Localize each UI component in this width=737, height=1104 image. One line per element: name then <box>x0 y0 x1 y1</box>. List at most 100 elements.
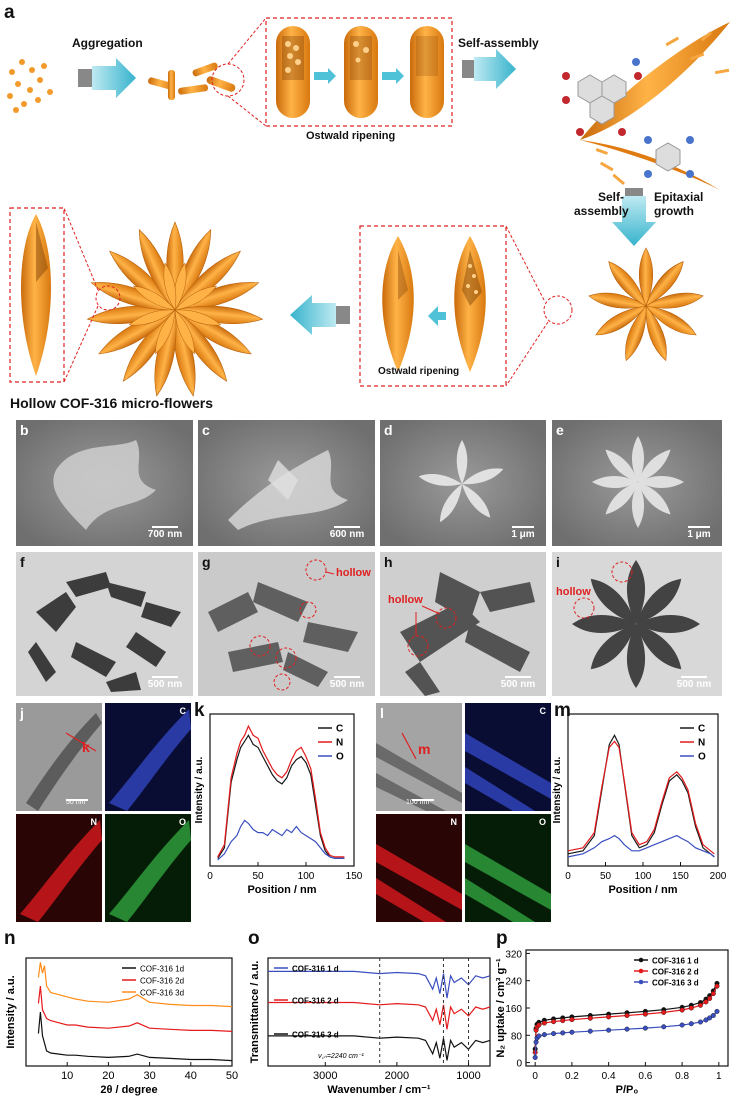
eds-label-N: N <box>90 817 98 827</box>
panel-label-l: l <box>380 705 384 721</box>
ostwald-ripening-label-2: Ostwald ripening <box>378 366 460 377</box>
line-scan-marker-m: m <box>418 741 431 757</box>
arrow-right-icon <box>462 49 516 89</box>
tetrafluoroterephthalonitrile-molecule <box>644 136 694 178</box>
ostwald-box <box>265 17 453 127</box>
capsule-sequence <box>276 26 444 118</box>
hollow-label-h: hollow <box>388 594 423 606</box>
data-point <box>536 1033 542 1039</box>
arrow-down-icon <box>612 188 656 246</box>
scale-bar-c: 600 nm <box>325 526 369 540</box>
legend-label: COF-316 2d <box>140 977 184 986</box>
legend-label: COF-316 3 d <box>292 1031 339 1040</box>
data-point <box>606 1014 612 1020</box>
scale-bar-h: 500 nm <box>496 676 540 690</box>
data-point <box>533 1039 539 1045</box>
line-scan-chart-k: 0 50 100 150 Position / nm Intensity / a.u. CN… <box>194 713 363 896</box>
leaf-with-linkers <box>562 22 730 190</box>
series-line-C <box>217 734 345 859</box>
data-point <box>560 1030 566 1036</box>
x-tick-label: 10 <box>61 1070 73 1082</box>
data-point <box>714 1008 720 1014</box>
panel-label-p: p <box>496 928 508 949</box>
data-point <box>541 1032 547 1038</box>
data-point <box>606 1027 612 1033</box>
data-point <box>587 1015 593 1021</box>
x-tick-label: 3000 <box>313 1070 337 1082</box>
panel-label-a: a <box>4 2 15 23</box>
panel-label-e: e <box>556 422 564 438</box>
legend-label: COF-316 1d <box>140 965 184 974</box>
legend-label: COF-316 2 d <box>292 997 339 1006</box>
arrow-right-icon <box>78 58 136 98</box>
panel-label-i: i <box>556 554 560 570</box>
data-point <box>697 1002 703 1008</box>
hollow-label-i: hollow <box>556 586 591 598</box>
y-axis-label: N₂ uptake / cm³ g⁻¹ <box>495 958 507 1058</box>
eds-label-C-l: C <box>539 706 547 716</box>
data-point <box>536 1022 542 1028</box>
x-tick-label: 30 <box>143 1070 155 1082</box>
data-point <box>707 1015 713 1021</box>
data-point <box>703 999 709 1005</box>
series-line-COF-316-3-d <box>268 1035 491 1061</box>
scale-label-j: 50 nm <box>66 799 86 806</box>
y-axis-label: Intensity / a.u. <box>552 756 563 823</box>
panel-label-b: b <box>20 422 29 438</box>
star-flower <box>588 247 704 362</box>
legend-label: COF-316 3d <box>140 989 184 998</box>
aggregation-label: Aggregation <box>72 36 143 50</box>
x-tick-label: 0.4 <box>602 1071 616 1082</box>
flower-caption: Hollow COF-316 micro-flowers <box>10 395 214 411</box>
tem-image-l: l m 100 nm <box>376 703 462 811</box>
plot-frame <box>209 713 355 867</box>
series-line-COF-316-1-d <box>268 970 491 999</box>
hollow-micro-flower <box>86 221 264 397</box>
legend-marker <box>638 968 644 974</box>
x-axis-label: Position / nm <box>608 884 677 896</box>
ftir-chart: 3000 2000 1000 Wavenumber / cm⁻¹ Transmittan… <box>249 957 491 1096</box>
scale-bar-f: 500 nm <box>143 676 187 690</box>
sem-image-d: d 1 μm <box>380 420 546 546</box>
series-line-COF-316-1d <box>37 1011 233 1062</box>
series-line-COF-316-3d <box>37 962 233 1008</box>
x-tick-label: 0.6 <box>638 1071 652 1082</box>
x-tick-label: 40 <box>185 1070 197 1082</box>
data-point <box>697 1019 703 1025</box>
hollow-leaf <box>21 214 51 376</box>
series-line-N <box>217 724 345 858</box>
scale-bar-b: 700 nm <box>143 526 187 540</box>
sem-image-b: b 700 nm <box>16 420 193 546</box>
data-point <box>661 1009 667 1015</box>
scale-bar-i: 500 nm <box>672 676 716 690</box>
x-axis-label: 2θ / degree <box>100 1084 157 1096</box>
scale-bar-d: 1 μm <box>506 526 540 540</box>
x-tick-label: 0 <box>565 871 571 882</box>
eds-label-C: C <box>179 706 187 716</box>
legend-label: N <box>698 738 705 749</box>
data-point <box>710 991 716 997</box>
y-axis-label: Intensity / a.u. <box>5 975 17 1048</box>
y-tick-label: 80 <box>511 1031 523 1042</box>
panel-label-h: h <box>384 554 393 570</box>
panel-label-k: k <box>194 700 205 721</box>
leaf-cross-sections <box>382 236 486 372</box>
data-point <box>661 1024 667 1030</box>
eds-map-N-j: N <box>16 814 102 922</box>
pxrd-chart: 10 20 30 40 50 2θ / degree Intensity / a.u. COF… <box>5 957 238 1096</box>
panel-label-m: m <box>554 700 571 721</box>
tem-image-i: i hollow 500 nm <box>552 552 722 696</box>
panel-label-n: n <box>4 928 16 949</box>
scale-bar-g: 500 nm <box>325 676 369 690</box>
hollow-label-g: hollow <box>336 567 371 579</box>
ostwald-box-bottom <box>359 225 507 387</box>
data-point <box>624 1026 630 1032</box>
arrow-left-icon <box>290 295 350 335</box>
data-point <box>707 995 713 1001</box>
tem-image-f: f 500 nm <box>16 552 193 696</box>
scale-bar-e: 1 μm <box>682 526 716 540</box>
x-tick-label: 0 <box>532 1071 538 1082</box>
data-point <box>642 1025 648 1031</box>
series-line-COF-316-2d <box>37 986 233 1032</box>
eds-map-O-l: O <box>465 814 551 922</box>
